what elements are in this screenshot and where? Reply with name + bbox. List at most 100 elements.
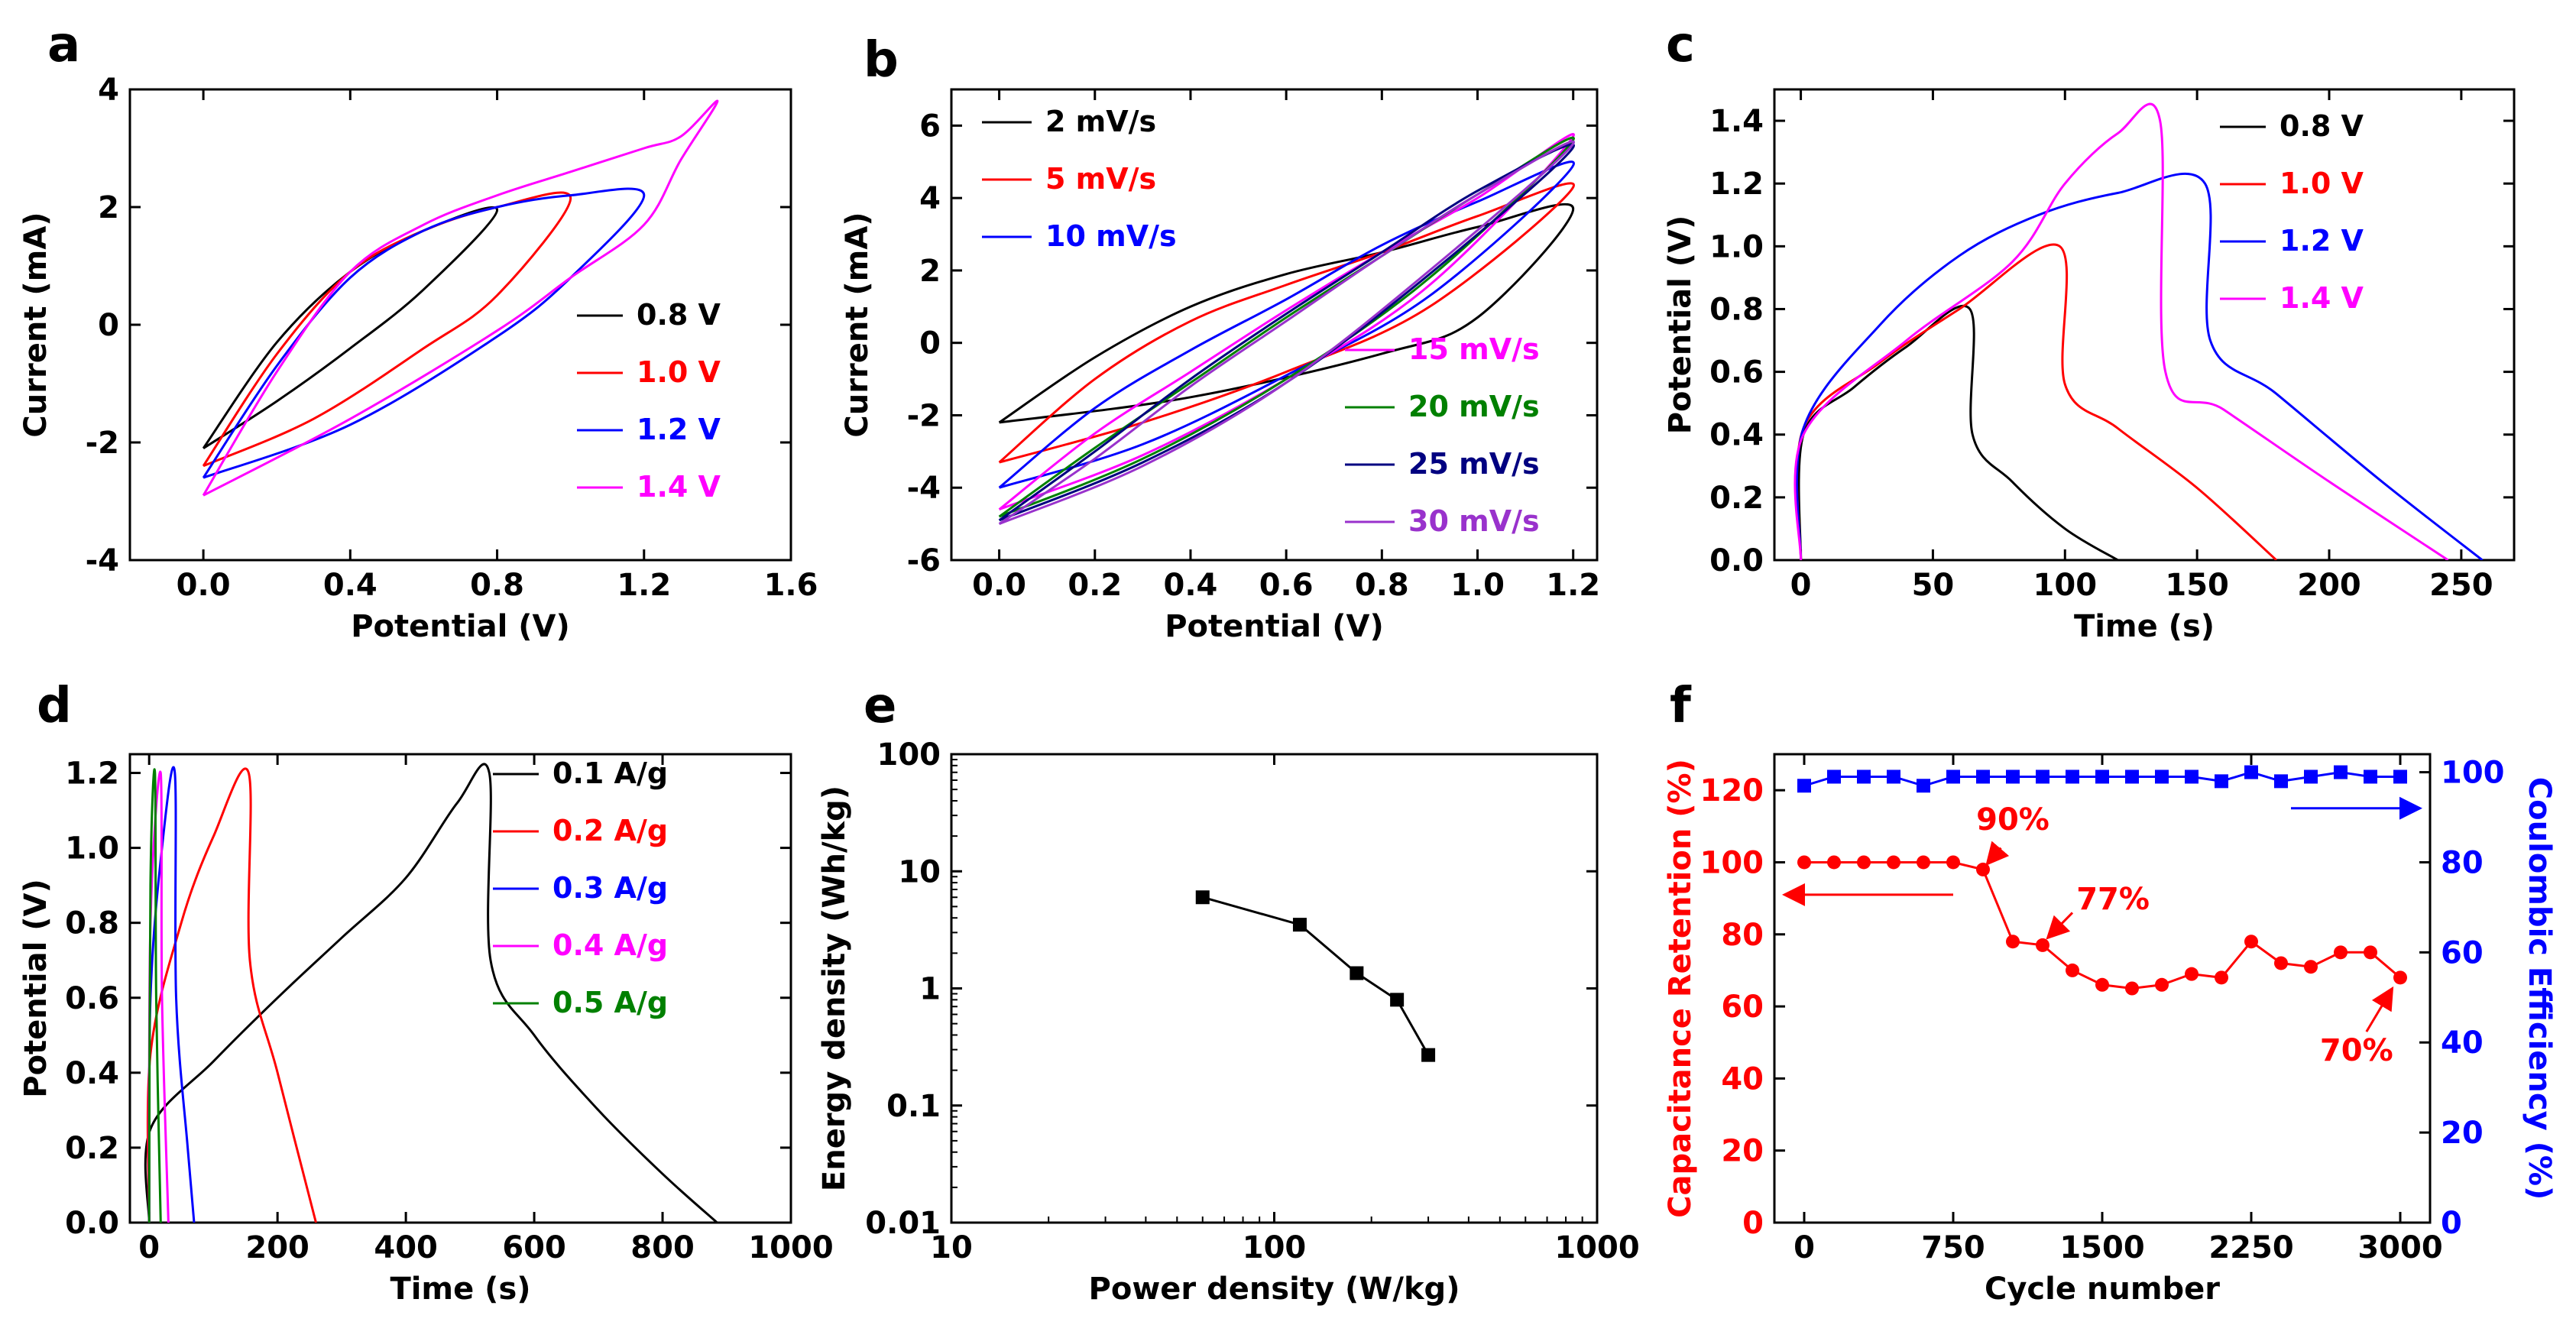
x-axis-label: Time (s) bbox=[390, 1272, 530, 1307]
y-tick-label: 0.8 bbox=[1709, 292, 1764, 327]
series-line-1.0 V bbox=[202, 191, 572, 468]
y-tick-label: 0.0 bbox=[65, 1206, 119, 1241]
y-tick-label: 20 bbox=[1721, 1134, 1764, 1169]
series-line-0.8 V bbox=[1797, 304, 2119, 560]
x-tick-label: 1500 bbox=[2059, 1230, 2144, 1265]
y-tick-label: 0.4 bbox=[65, 1056, 119, 1091]
series-line-1.4 V bbox=[202, 99, 719, 497]
panel-e: e 10 100 1000 0.01 0.1 1 10 100 Power density (W/… bbox=[817, 678, 1640, 1307]
data-point bbox=[2215, 970, 2228, 985]
data-point bbox=[1292, 918, 1307, 932]
series-line-25 mV/s bbox=[998, 143, 1575, 522]
y-tick-label: 60 bbox=[1721, 990, 1764, 1025]
y-tick-label: 0 bbox=[98, 308, 119, 343]
annotation-77: 77% bbox=[2076, 882, 2150, 917]
legend-label: 1.2 V bbox=[637, 413, 721, 446]
data-point bbox=[1195, 890, 1210, 905]
legend-label: 0.5 A/g bbox=[552, 986, 668, 1019]
series-group-a bbox=[202, 99, 719, 497]
x-tick-label: 0.4 bbox=[1164, 568, 1218, 603]
x-tick-label: 750 bbox=[1921, 1230, 1985, 1265]
data-point bbox=[1857, 855, 1871, 870]
x-tick-label: 0.2 bbox=[1068, 568, 1122, 603]
series-line-1.2 V bbox=[1795, 173, 2484, 560]
panels-layer: a 0.0 0.4 0.8 1.2 1.6 -4 -2 0 2 4 Potential (V) Curr… bbox=[18, 17, 2557, 1307]
data-point bbox=[2364, 945, 2377, 960]
panel-letter-c: c bbox=[1666, 17, 1695, 73]
y-axis-label: Current (mA) bbox=[840, 212, 875, 437]
data-point bbox=[2274, 956, 2288, 970]
data-point bbox=[2304, 769, 2318, 784]
series-line-0.2 A/g bbox=[146, 767, 317, 1223]
data-point bbox=[2364, 769, 2377, 784]
y-tick-label: 1.2 bbox=[1709, 167, 1764, 202]
y-tick-label: 0.01 bbox=[865, 1206, 941, 1241]
series-line-0.8 V bbox=[202, 206, 499, 449]
data-point bbox=[1827, 769, 1841, 784]
data-point bbox=[2155, 977, 2169, 992]
y-tick-label: -6 bbox=[907, 543, 941, 578]
x-tick-label: 0.8 bbox=[470, 568, 524, 603]
y-tick-label: 0.6 bbox=[65, 981, 119, 1016]
legend-label: 10 mV/s bbox=[1045, 219, 1177, 253]
y-tick-label: 0.0 bbox=[1709, 543, 1764, 578]
x-tick-label: 0 bbox=[138, 1230, 160, 1265]
y-tick-label: 100 bbox=[1700, 845, 1764, 880]
y-right-tick-label: 0 bbox=[2441, 1206, 2462, 1241]
y-axis-label: Capacitance Retention (%) bbox=[1663, 759, 1698, 1218]
series-group-d bbox=[144, 763, 718, 1223]
x-tick-label: 3000 bbox=[2357, 1230, 2442, 1265]
data-point bbox=[2066, 963, 2079, 977]
x-tick-label: 800 bbox=[630, 1230, 695, 1265]
y-axis-label: Potential (V) bbox=[18, 879, 53, 1098]
legend-label: 30 mV/s bbox=[1408, 504, 1540, 538]
y-tick-label: 1.2 bbox=[65, 756, 119, 792]
x-tick-label: 1000 bbox=[748, 1230, 833, 1265]
panel-b: b 0.0 0.2 0.4 0.6 0.8 1.0 1.2 -6 -4 -2 0 2 4 6 Potentia… bbox=[840, 32, 1600, 644]
x-tick-label: 400 bbox=[374, 1230, 438, 1265]
panel-letter-b: b bbox=[864, 32, 899, 89]
data-point bbox=[2185, 967, 2199, 981]
plot-frame-d bbox=[128, 753, 792, 1224]
data-point bbox=[2006, 769, 2020, 784]
y-tick-label: 4 bbox=[919, 181, 941, 216]
x-tick-label: 1.2 bbox=[1546, 568, 1600, 603]
series-line-2 mV/s bbox=[998, 202, 1575, 424]
y-right-tick-label: 100 bbox=[2441, 756, 2505, 791]
y-right-axis-label: Coulombic Efficiency (%) bbox=[2522, 777, 2557, 1200]
data-point bbox=[2244, 935, 2258, 949]
data-point bbox=[2244, 765, 2258, 779]
y-tick-label: 40 bbox=[1721, 1061, 1764, 1097]
x-axis-label: Time (s) bbox=[2074, 609, 2215, 644]
x-tick-label: 1000 bbox=[1554, 1230, 1639, 1265]
x-axis-label: Power density (W/kg) bbox=[1089, 1272, 1460, 1307]
annotation-arrow bbox=[1985, 841, 2010, 867]
legend-label: 15 mV/s bbox=[1408, 332, 1540, 366]
data-point bbox=[1917, 855, 1930, 870]
y-tick-label: 0.6 bbox=[1709, 355, 1764, 390]
y-tick-label: 0.1 bbox=[886, 1089, 941, 1124]
x-tick-label: 0.4 bbox=[323, 568, 377, 603]
y-axis-label: Energy density (Wh/kg) bbox=[817, 786, 852, 1191]
annotation-arrow bbox=[2365, 986, 2394, 1032]
x-tick-label: 0 bbox=[1790, 568, 1812, 603]
x-tick-label: 100 bbox=[1243, 1230, 1307, 1265]
panel-a: a 0.0 0.4 0.8 1.2 1.6 -4 -2 0 2 4 Potential (V) Curr… bbox=[18, 17, 818, 644]
data-point bbox=[2095, 769, 2109, 784]
data-point bbox=[1917, 779, 1930, 793]
x-axis-label: Potential (V) bbox=[351, 609, 570, 644]
y-right-tick-label: 40 bbox=[2441, 1025, 2484, 1061]
x-tick-label: 0.8 bbox=[1355, 568, 1409, 603]
annotation-90: 90% bbox=[1976, 802, 2049, 837]
series-line-10 mV/s bbox=[998, 160, 1575, 489]
legend-label: 0.2 A/g bbox=[552, 814, 668, 847]
plot-frame-c bbox=[1773, 88, 2516, 562]
plot-frame-b bbox=[950, 88, 1599, 562]
data-point bbox=[2006, 935, 2020, 949]
legend-label: 0.1 A/g bbox=[552, 756, 668, 790]
legend-label: 1.4 V bbox=[637, 470, 721, 504]
data-point bbox=[2393, 769, 2407, 784]
y-tick-label: 100 bbox=[877, 737, 941, 773]
x-tick-label: 150 bbox=[2165, 568, 2229, 603]
data-point bbox=[2334, 765, 2348, 779]
